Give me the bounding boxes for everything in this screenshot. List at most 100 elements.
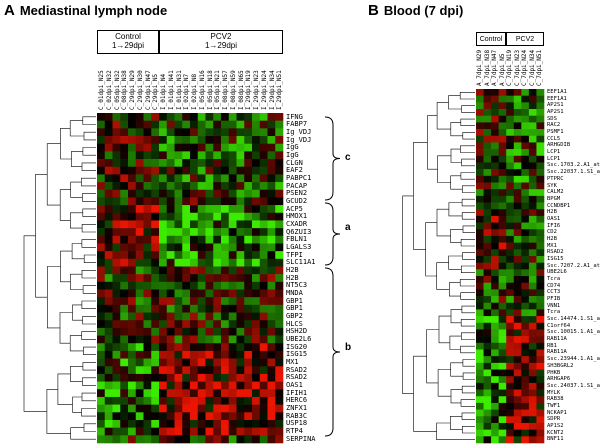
panel-a-heatmap-cell xyxy=(267,427,276,436)
panel-b-heatmap-cell xyxy=(513,336,522,344)
panel-a-heatmap-cell xyxy=(205,143,214,152)
panel-b-heatmap-cell xyxy=(528,282,537,290)
panel-a-heatmap-cell xyxy=(166,128,175,137)
panel-b-heatmap-cell xyxy=(528,276,537,283)
panel-b-heatmap-cell xyxy=(506,142,515,150)
panel-a-heatmap-cell xyxy=(151,243,160,252)
panel-a-heatmap-cell xyxy=(166,151,175,160)
panel-b-heatmap-cell xyxy=(498,289,507,297)
panel-b-heatmap-cell xyxy=(521,282,530,290)
panel-b-heatmap-cell xyxy=(536,215,545,223)
panel-a-heatmap-cell xyxy=(213,120,222,129)
panel-a-heatmap-cell xyxy=(228,159,237,168)
panel-a-heatmap-cell xyxy=(190,235,199,244)
panel-a-heatmap-cell xyxy=(197,358,206,367)
panel-a-heatmap-cell xyxy=(120,159,129,168)
panel-b-gene-label: VNN1 xyxy=(547,302,561,309)
panel-a-heatmap-cell xyxy=(228,327,237,336)
panel-a-heatmap-cell xyxy=(213,274,222,283)
panel-b-heatmap-cell xyxy=(521,429,530,437)
panel-a-heatmap-cell xyxy=(190,304,199,313)
panel-a-heatmap-cell xyxy=(151,289,160,298)
panel-a-gene-label: FBLN1 xyxy=(286,235,308,244)
panel-b-heatmap-cell xyxy=(521,222,530,230)
panel-a-heatmap-cell xyxy=(205,366,214,375)
panel-a-heatmap-cell xyxy=(112,320,121,329)
panel-a-heatmap-cell xyxy=(252,381,261,390)
panel-a-heatmap-cell xyxy=(213,113,222,121)
panel-a-control-label: Control xyxy=(115,32,141,41)
panel-a-heatmap-cell xyxy=(128,327,137,336)
panel-b-heatmap-cell xyxy=(491,382,499,390)
panel-a-heatmap-cell xyxy=(112,258,121,267)
panel-a-heatmap-cell xyxy=(252,281,261,290)
panel-a-heatmap-cell xyxy=(128,205,137,214)
panel-b-heatmap-cell xyxy=(536,422,545,430)
panel-b-heatmap-cell xyxy=(498,95,507,103)
panel-a-heatmap-cell xyxy=(205,343,214,352)
panel-a-heatmap-cell xyxy=(182,151,191,160)
panel-a-heatmap-cell xyxy=(174,335,183,344)
panel-b-heatmap-cell xyxy=(521,169,530,177)
panel-b-heatmap-cell xyxy=(498,202,507,210)
panel-b-heatmap-cell xyxy=(498,356,507,364)
panel-b-heatmap-cell xyxy=(491,369,499,377)
panel-a-heatmap-cell xyxy=(244,358,253,367)
panel-b-heatmap-cell xyxy=(476,289,484,297)
panel-b-heatmap-cell xyxy=(483,269,492,277)
panel-a-heatmap-cell xyxy=(128,189,137,198)
panel-a-heatmap-cell xyxy=(143,143,152,152)
panel-b-heatmap-cell xyxy=(528,255,537,263)
panel-b-heatmap-cell xyxy=(498,255,507,263)
panel-b-heatmap-cell xyxy=(528,409,537,417)
panel-a-control-range: 1→29dpi xyxy=(111,41,145,50)
panel-b-heatmap-cell xyxy=(513,276,522,283)
panel-a-heatmap-cell xyxy=(174,182,183,191)
panel-b-gene-label: SH3BGRL2 xyxy=(547,362,574,369)
panel-b-heatmap-cell xyxy=(521,356,530,364)
panel-a-heatmap-cell xyxy=(166,304,175,313)
panel-b-heatmap-cell xyxy=(491,195,499,203)
panel-a-heatmap-cell xyxy=(275,113,284,121)
panel-a-heatmap-cell xyxy=(252,419,261,428)
panel-a-heatmap-cell xyxy=(112,289,121,298)
panel-a-heatmap-cell xyxy=(236,258,245,267)
panel-b-heatmap-cell xyxy=(513,402,522,410)
panel-a-heatmap-cell xyxy=(244,182,253,191)
panel-a-heatmap-cell xyxy=(190,182,199,191)
panel-a-heatmap-cell xyxy=(151,258,160,267)
panel-a-heatmap-cell xyxy=(166,312,175,321)
panel-a-heatmap-cell xyxy=(128,358,137,367)
panel-b-heatmap-cell xyxy=(491,89,499,96)
panel-a-heatmap-cell xyxy=(252,373,261,382)
panel-a-heatmap-cell xyxy=(97,335,106,344)
panel-a-heatmap-cell xyxy=(244,228,253,237)
panel-a-heatmap-cell xyxy=(120,166,129,175)
panel-a-heatmap-cell xyxy=(182,358,191,367)
panel-a-heatmap-cell xyxy=(252,404,261,413)
panel-b-gene-label: Ssc.23944.1.A1_at xyxy=(547,356,600,363)
panel-b-heatmap-cell xyxy=(528,429,537,437)
panel-a-heatmap-cell xyxy=(221,435,230,444)
panel-a-heatmap-cell xyxy=(244,404,253,413)
panel-a-heatmap-cell xyxy=(128,289,137,298)
panel-a-gene-label: NT5C3 xyxy=(286,281,308,290)
panel-a-heatmap-cell xyxy=(259,297,268,306)
panel-a-heatmap-cell xyxy=(151,189,160,198)
panel-a-heatmap-cell xyxy=(267,312,276,321)
panel-a-heatmap-cell xyxy=(151,297,160,306)
panel-a-heatmap-cell xyxy=(228,220,237,229)
panel-b-heatmap-cell xyxy=(536,409,545,417)
panel-a-heatmap-cell xyxy=(174,143,183,152)
panel-b-heatmap-cell xyxy=(536,142,545,150)
panel-a-heatmap-cell xyxy=(236,396,245,405)
panel-b-heatmap-cell xyxy=(476,276,484,283)
panel-b-heatmap-cell xyxy=(483,342,492,350)
panel-a-heatmap-cell xyxy=(166,373,175,382)
panel-a-heatmap-cell xyxy=(252,151,261,160)
panel-a-heatmap-cell xyxy=(159,274,168,283)
panel-b-heatmap-cell xyxy=(476,215,484,223)
panel-a-heatmap-cell xyxy=(197,396,206,405)
panel-a-heatmap-cell xyxy=(97,274,106,283)
panel-a-heatmap-cell xyxy=(182,389,191,398)
